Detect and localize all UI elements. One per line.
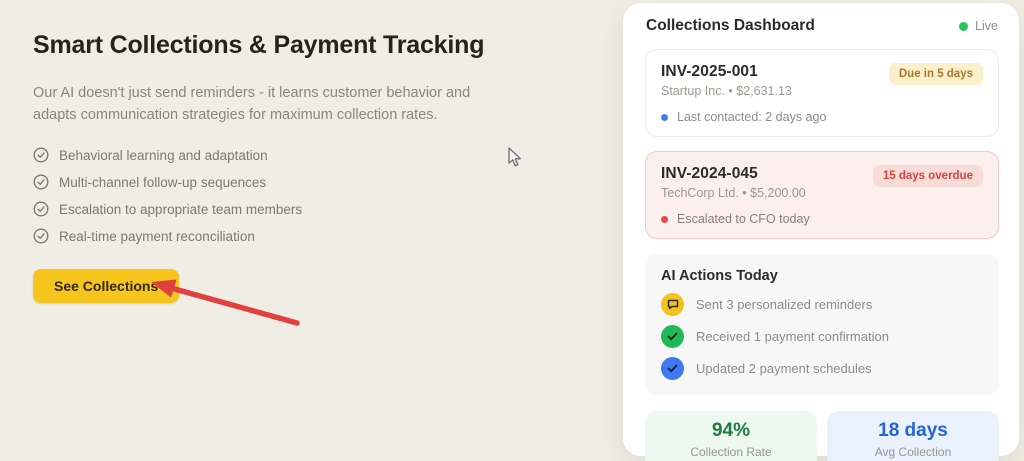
stat-value: 18 days	[878, 420, 948, 441]
feature-list: Behavioral learning and adaptation Multi…	[33, 147, 503, 244]
invoice-card-top: INV-2025-001 Startup Inc. • $2,631.13 Du…	[661, 63, 983, 98]
feature-label: Escalation to appropriate team members	[59, 201, 303, 217]
invoice-card-top: INV-2024-045 TechCorp Ltd. • $5,200.00 1…	[661, 165, 983, 200]
mouse-cursor-icon	[508, 147, 522, 167]
ai-action-row: Received 1 payment confirmation	[661, 325, 983, 348]
invoice-card: INV-2024-045 TechCorp Ltd. • $5,200.00 1…	[645, 151, 999, 239]
ai-actions-card: AI Actions Today Sent 3 personalized rem…	[645, 254, 999, 395]
collections-dashboard-panel: Collections Dashboard Live INV-2025-001 …	[623, 3, 1019, 461]
feature-item: Real-time payment reconciliation	[33, 228, 503, 244]
status-dot-icon	[661, 113, 668, 121]
invoice-main: INV-2024-045 TechCorp Ltd. • $5,200.00	[661, 165, 806, 200]
chat-bubble-icon	[661, 293, 684, 316]
feature-label: Behavioral learning and adaptation	[59, 147, 268, 163]
feature-item: Escalation to appropriate team members	[33, 201, 503, 217]
invoice-meta: TechCorp Ltd. • $5,200.00	[661, 186, 806, 200]
ai-action-label: Updated 2 payment schedules	[696, 361, 872, 376]
stat-value: 94%	[711, 420, 751, 441]
invoice-status: Last contacted: 2 days ago	[661, 110, 983, 124]
feature-item: Behavioral learning and adaptation	[33, 147, 503, 163]
live-indicator: Live	[959, 19, 998, 33]
feature-item: Multi-channel follow-up sequences	[33, 174, 503, 190]
dashboard-header: Collections Dashboard Live	[645, 15, 999, 35]
page-title: Smart Collections & Payment Tracking	[33, 31, 485, 59]
see-collections-button[interactable]: See Collections	[33, 269, 180, 304]
stat-label: Avg Collection	[874, 445, 952, 459]
check-icon	[661, 325, 684, 348]
ai-actions-title: AI Actions Today	[661, 268, 778, 284]
invoice-id: INV-2025-001	[661, 63, 758, 80]
feature-label: Multi-channel follow-up sequences	[59, 174, 267, 190]
dashboard-title: Collections Dashboard	[646, 17, 815, 34]
overdue-badge: 15 days overdue	[872, 165, 983, 187]
invoice-status-label: Last contacted: 2 days ago	[677, 110, 827, 124]
check-circle-icon	[33, 147, 49, 163]
invoice-status: Escalated to CFO today	[661, 212, 983, 226]
invoice-card: INV-2025-001 Startup Inc. • $2,631.13 Du…	[645, 49, 999, 137]
description-text: Our AI doesn't just send reminders - it …	[33, 85, 471, 124]
live-dot-icon	[959, 21, 969, 31]
ai-action-row: Updated 2 payment schedules	[661, 357, 983, 380]
check-icon	[661, 357, 684, 380]
stats-row: 94% Collection Rate 18 days Avg Collecti…	[645, 411, 999, 461]
ai-action-row: Sent 3 personalized reminders	[661, 293, 983, 316]
collection-rate-stat: 94% Collection Rate	[645, 411, 817, 461]
ai-action-label: Received 1 payment confirmation	[696, 329, 889, 344]
invoice-status-label: Escalated to CFO today	[677, 212, 810, 226]
invoice-id: INV-2024-045	[661, 165, 758, 182]
stat-label: Collection Rate	[690, 445, 772, 459]
invoice-meta: Startup Inc. • $2,631.13	[661, 84, 792, 98]
status-dot-icon	[661, 215, 668, 223]
due-badge: Due in 5 days	[888, 63, 983, 85]
ai-action-label: Sent 3 personalized reminders	[696, 297, 873, 312]
avg-collection-stat: 18 days Avg Collection	[827, 411, 999, 461]
invoice-main: INV-2025-001 Startup Inc. • $2,631.13	[661, 63, 792, 98]
check-circle-icon	[33, 174, 49, 190]
feature-label: Real-time payment reconciliation	[59, 228, 255, 244]
check-circle-icon	[33, 201, 49, 217]
live-label: Live	[975, 19, 998, 33]
marketing-section: Smart Collections & Payment Tracking Our…	[33, 30, 503, 304]
check-circle-icon	[33, 228, 49, 244]
